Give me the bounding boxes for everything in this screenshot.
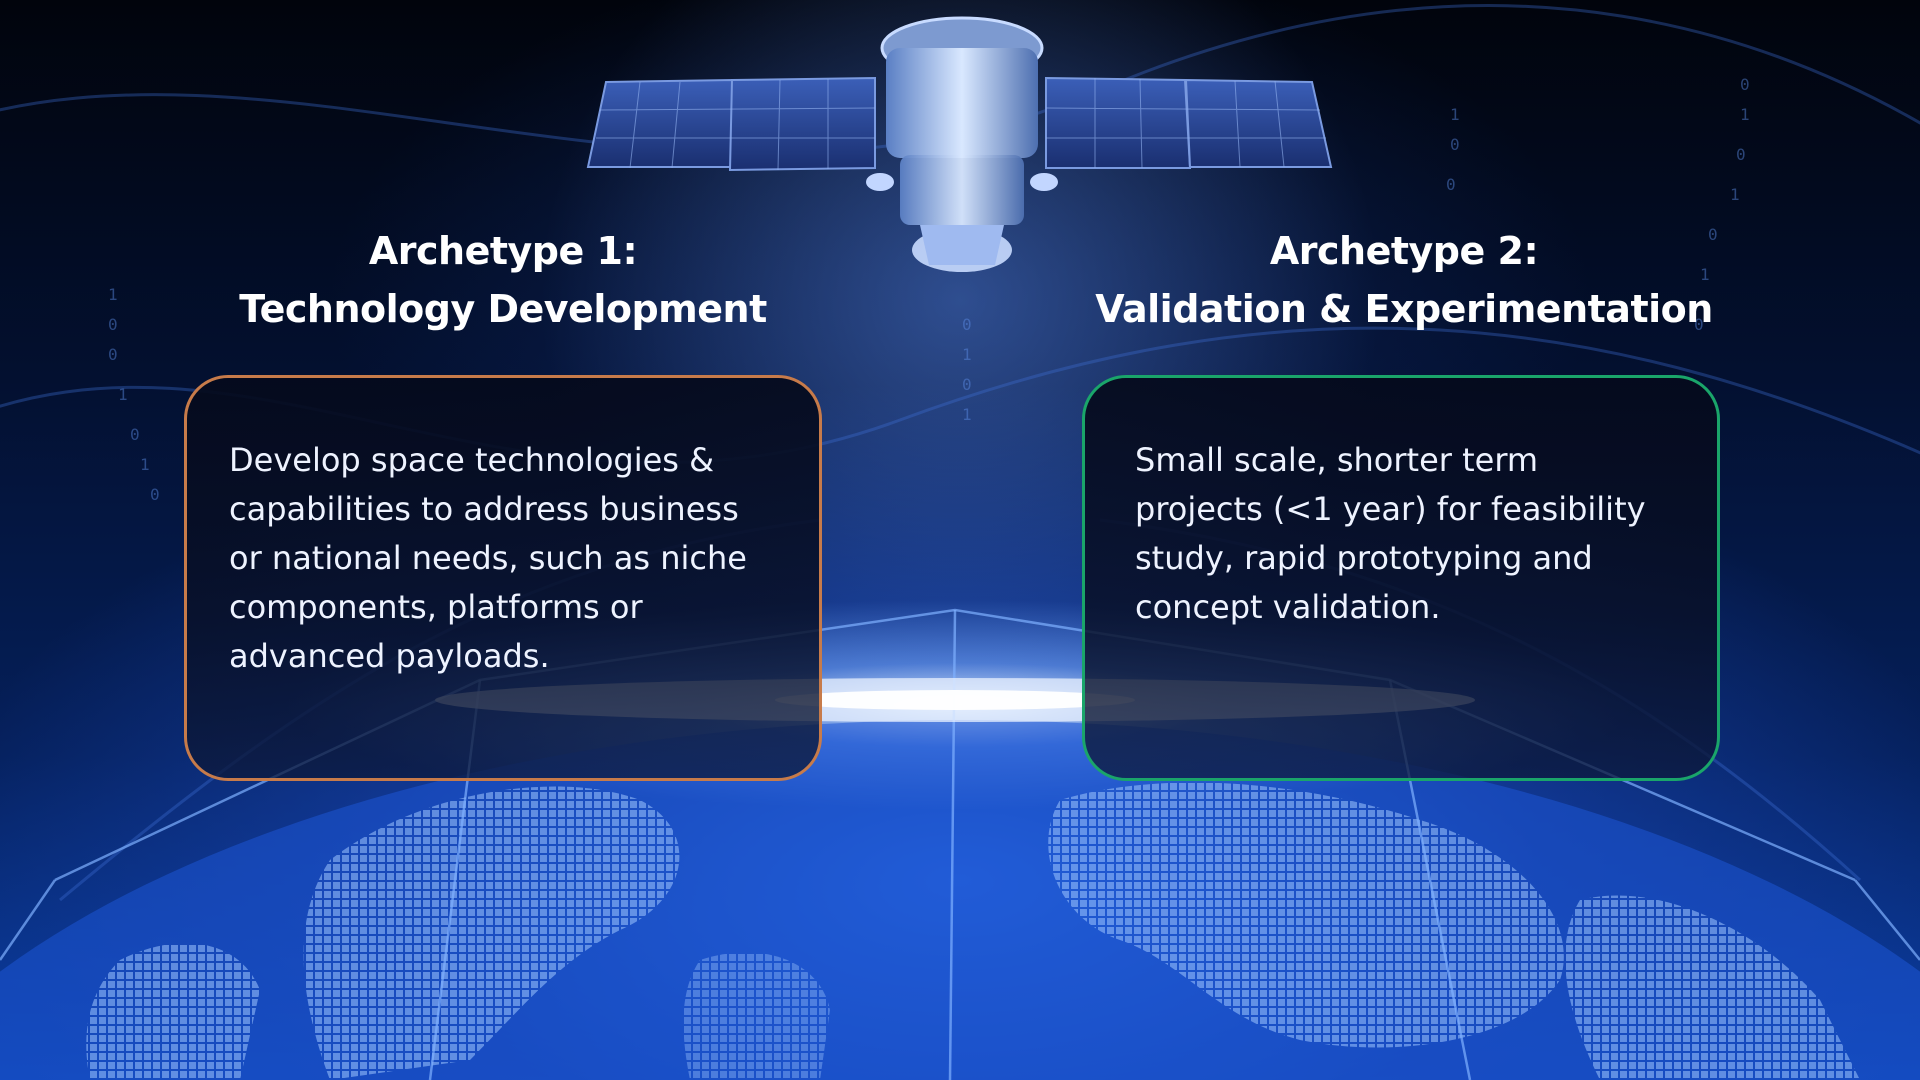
description-line: components, platforms or bbox=[229, 588, 643, 626]
svg-text:1: 1 bbox=[1450, 105, 1460, 124]
svg-text:1: 1 bbox=[140, 455, 150, 474]
description-line: advanced payloads. bbox=[229, 637, 550, 675]
description-line: Small scale, shorter term bbox=[1135, 441, 1539, 479]
svg-text:1: 1 bbox=[118, 385, 128, 404]
svg-text:0: 0 bbox=[130, 425, 140, 444]
svg-text:1: 1 bbox=[962, 405, 972, 424]
archetype-1-heading: Archetype 1: Technology Development bbox=[123, 222, 883, 338]
svg-text:0: 0 bbox=[962, 375, 972, 394]
svg-text:0: 0 bbox=[108, 315, 118, 334]
archetype-2-description: Small scale, shorter term projects (<1 y… bbox=[1135, 436, 1687, 632]
archetype-2-card: Small scale, shorter term projects (<1 y… bbox=[1082, 375, 1720, 781]
svg-text:0: 0 bbox=[1740, 75, 1750, 94]
svg-text:1: 1 bbox=[1730, 185, 1740, 204]
description-line: projects (<1 year) for feasibility bbox=[1135, 490, 1646, 528]
svg-text:1: 1 bbox=[108, 285, 118, 304]
archetype-2-title: Archetype 2: bbox=[1269, 229, 1539, 273]
description-line: capabilities to address business bbox=[229, 490, 739, 528]
archetype-1-description: Develop space technologies & capabilitie… bbox=[229, 436, 789, 681]
svg-text:0: 0 bbox=[962, 315, 972, 334]
archetype-1-card: Develop space technologies & capabilitie… bbox=[184, 375, 822, 781]
satellite-icon bbox=[586, 16, 1333, 272]
archetype-2-heading: Archetype 2: Validation & Experimentatio… bbox=[1024, 222, 1784, 338]
svg-text:0: 0 bbox=[150, 485, 160, 504]
archetype-1-title: Archetype 1: bbox=[368, 229, 638, 273]
svg-text:1: 1 bbox=[1700, 265, 1710, 284]
description-line: concept validation. bbox=[1135, 588, 1441, 626]
svg-text:1: 1 bbox=[1740, 105, 1750, 124]
archetype-1-subtitle: Technology Development bbox=[239, 287, 767, 331]
svg-text:0: 0 bbox=[1736, 145, 1746, 164]
svg-text:1: 1 bbox=[962, 345, 972, 364]
svg-text:0: 0 bbox=[108, 345, 118, 364]
svg-text:0: 0 bbox=[1446, 175, 1456, 194]
svg-text:0: 0 bbox=[1708, 225, 1718, 244]
svg-text:0: 0 bbox=[1450, 135, 1460, 154]
svg-text:0: 0 bbox=[1694, 315, 1704, 334]
description-line: study, rapid prototyping and bbox=[1135, 539, 1593, 577]
description-line: or national needs, such as niche bbox=[229, 539, 747, 577]
description-line: Develop space technologies & bbox=[229, 441, 715, 479]
archetype-2-subtitle: Validation & Experimentation bbox=[1095, 287, 1713, 331]
